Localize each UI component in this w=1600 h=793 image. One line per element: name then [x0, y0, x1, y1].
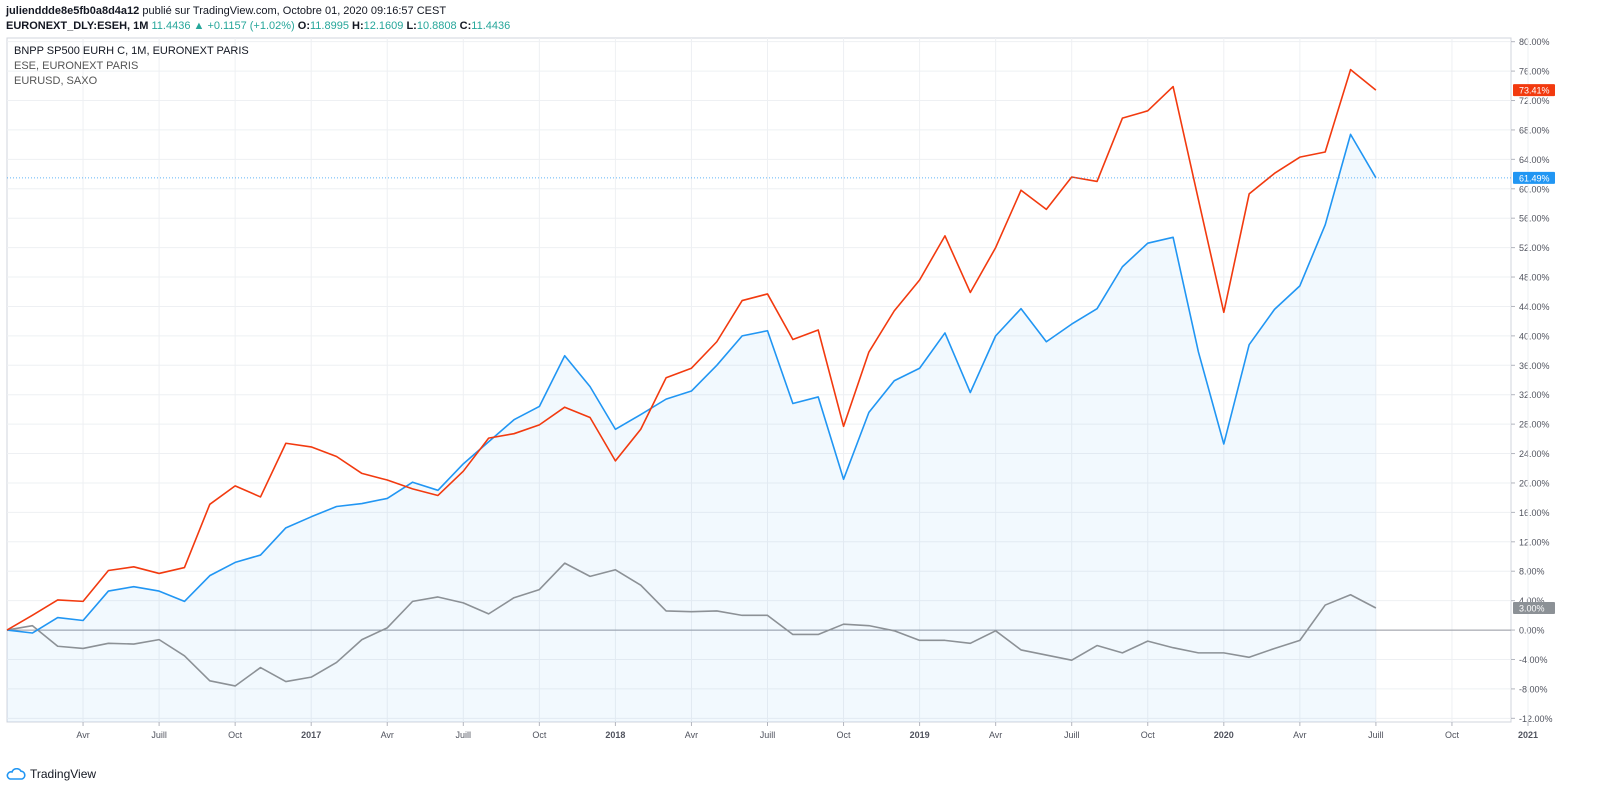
x-tick-label: 2021 — [1518, 730, 1538, 740]
close-value: 11.4436 — [471, 20, 511, 32]
cloud-icon — [6, 768, 26, 780]
x-tick-label: Avr — [1293, 730, 1306, 740]
x-tick-label: 2018 — [605, 730, 625, 740]
y-tick-label: 40.00% — [1519, 331, 1550, 341]
open-value: 11.8995 — [310, 20, 349, 32]
last-value-badge — [1513, 602, 1555, 614]
tradingview-logo[interactable]: TradingView — [6, 767, 96, 781]
y-tick-label: 64.00% — [1519, 155, 1550, 165]
low-label: L: — [406, 20, 417, 32]
y-tick-label: 8.00% — [1519, 567, 1545, 577]
y-tick-label: 72.00% — [1519, 96, 1550, 106]
y-tick-label: 12.00% — [1519, 537, 1550, 547]
last-value-badge — [1513, 84, 1555, 97]
series-line — [6, 133, 1377, 634]
series-line — [6, 68, 1377, 631]
close-label: C: — [459, 20, 472, 32]
y-tick-label: -8.00% — [1519, 684, 1548, 694]
y-tick-label: 52.00% — [1519, 243, 1550, 253]
series-legend: BNPP SP500 EURH C, 1M, EURONEXT PARIS ES… — [14, 44, 249, 89]
y-tick-label: 24.00% — [1519, 449, 1550, 459]
y-tick-label: 28.00% — [1519, 420, 1550, 430]
y-tick-label: 20.00% — [1519, 478, 1550, 488]
price-change: +0.1157 (+1.02%) — [207, 20, 295, 32]
y-tick-label: -4.00% — [1519, 655, 1548, 665]
chart-header: julienddde8e5fb0a8d4a12 publié sur Tradi… — [6, 4, 510, 34]
y-tick-label: 80.00% — [1519, 37, 1550, 47]
high-label: H: — [352, 20, 364, 32]
last-value-badge — [1513, 171, 1555, 184]
x-tick-label: 2017 — [301, 730, 321, 740]
y-tick-label: 44.00% — [1519, 302, 1550, 312]
last-price: 11.4436 — [151, 20, 191, 32]
x-tick-label: Oct — [532, 730, 547, 740]
y-tick-label: 56.00% — [1519, 214, 1550, 224]
open-label: O: — [297, 20, 310, 32]
last-value-label: 61.49% — [1519, 173, 1550, 183]
y-tick-label: 16.00% — [1519, 508, 1550, 518]
x-tick-label: Avr — [76, 730, 89, 740]
legend-item-eurusd[interactable]: EURUSD, SAXO — [14, 75, 98, 87]
brand-label: TradingView — [30, 767, 97, 781]
series-line — [6, 562, 1377, 687]
last-value-label: 3.00% — [1519, 604, 1545, 614]
low-value: 10.8808 — [416, 20, 457, 32]
y-tick-label: 36.00% — [1519, 361, 1550, 371]
plot-area — [6, 37, 1512, 723]
x-tick-label: Oct — [837, 730, 852, 740]
x-tick-label: Oct — [228, 730, 243, 740]
legend-item-bnpp[interactable]: BNPP SP500 EURH C, 1M, EURONEXT PARIS — [14, 45, 249, 57]
high-value: 12.1609 — [363, 20, 404, 32]
x-tick-label: 2020 — [1214, 730, 1234, 740]
x-tick-label: Juill — [456, 730, 472, 740]
x-tick-label: Juill — [1064, 730, 1080, 740]
y-tick-label: 48.00% — [1519, 273, 1550, 283]
y-tick-label: -12.00% — [1519, 714, 1553, 724]
y-tick-label: 60.00% — [1519, 184, 1550, 194]
x-tick-label: Avr — [381, 730, 394, 740]
x-tick-label: Juill — [760, 730, 776, 740]
publish-info: publié sur TradingView.com, Octobre 01, … — [142, 5, 447, 17]
publish-line: julienddde8e5fb0a8d4a12 publié sur Tradi… — [6, 4, 510, 19]
y-tick-label: 4.00% — [1519, 596, 1545, 606]
x-tick-label: Avr — [989, 730, 1002, 740]
legend-item-ese[interactable]: ESE, EURONEXT PARIS — [14, 60, 139, 72]
up-arrow-icon: ▲ — [193, 20, 205, 32]
y-tick-label: 76.00% — [1519, 67, 1550, 77]
bnpp-area-fill — [7, 134, 1376, 722]
x-tick-label: Oct — [1445, 730, 1460, 740]
y-tick-label: 0.00% — [1519, 626, 1545, 636]
symbol-line: EURONEXT_DLY:ESEH, 1M 11.4436 ▲ +0.1157 … — [6, 19, 510, 34]
x-tick-label: Oct — [1141, 730, 1156, 740]
x-tick-label: Juill — [1368, 730, 1384, 740]
x-tick-label: 2019 — [910, 730, 930, 740]
x-tick-label: Juill — [151, 730, 167, 740]
last-value-label: 73.41% — [1519, 86, 1550, 96]
x-tick-label: Avr — [685, 730, 698, 740]
symbol-name[interactable]: EURONEXT_DLY:ESEH, 1M — [6, 20, 149, 32]
y-tick-label: 68.00% — [1519, 125, 1550, 135]
y-tick-label: 32.00% — [1519, 390, 1550, 400]
author-name[interactable]: julienddde8e5fb0a8d4a12 — [6, 5, 140, 17]
